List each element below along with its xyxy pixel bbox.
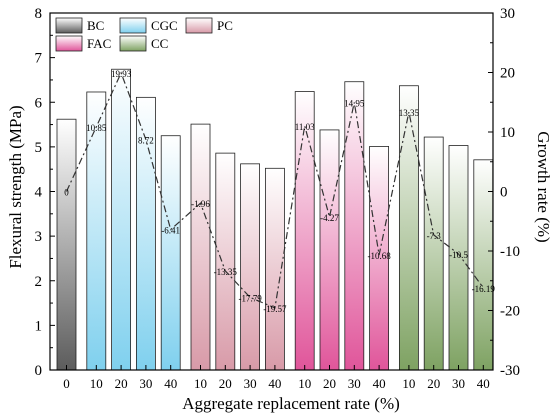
y2-tick-label: -10 <box>500 244 520 260</box>
y2-tick-label: 10 <box>500 125 515 141</box>
x-tick-label: 40 <box>477 376 490 391</box>
bar-bc-0 <box>56 118 77 371</box>
y-tick-label: 7 <box>35 51 43 67</box>
legend-swatch-fac <box>55 35 83 52</box>
growth-label: 11.03 <box>295 122 315 132</box>
x-tick-label: 10 <box>402 376 415 391</box>
bar-cc-10 <box>398 85 419 371</box>
growth-label: -13.35 <box>214 267 238 277</box>
y2-tick-label: 0 <box>500 185 508 201</box>
growth-label: -7.3 <box>427 231 442 241</box>
x-tick-label: 30 <box>452 376 465 391</box>
y2-axis-title: Growth rate (%) <box>534 131 550 242</box>
growth-label: 19.93 <box>111 69 132 79</box>
growth-label: -10.68 <box>367 251 391 261</box>
legend-swatch-cgc <box>119 17 147 34</box>
legend-label-pc: PC <box>217 18 233 33</box>
y-tick-label: 6 <box>35 95 43 111</box>
growth-label: -16.19 <box>472 284 496 294</box>
growth-label: 13.35 <box>399 108 420 118</box>
bar-pc-40 <box>264 167 285 371</box>
bar-cc-20 <box>423 136 444 371</box>
x-tick-label: 20 <box>427 376 440 391</box>
x-tick-label: 30 <box>244 376 257 391</box>
bar-pc-30 <box>240 163 261 371</box>
y2-tick-label: -20 <box>500 304 520 320</box>
y-tick-label: 8 <box>35 6 43 22</box>
x-tick-label: 0 <box>63 376 70 391</box>
x-tick-label: 10 <box>90 376 103 391</box>
y-tick-label: 2 <box>35 274 43 290</box>
growth-label: -6.41 <box>161 226 180 236</box>
legend: BC CGC PC FAC CC <box>55 17 233 52</box>
growth-rate-line <box>65 71 484 309</box>
y-tick-label: 0 <box>35 363 43 379</box>
growth-label: 0 <box>64 188 69 198</box>
bar-fac-20 <box>319 129 340 371</box>
growth-label: 14.95 <box>344 99 365 109</box>
x-tick-label: 20 <box>219 376 232 391</box>
y2-tick-label: 20 <box>500 66 515 82</box>
legend-label-cgc: CGC <box>151 18 178 33</box>
x-tick-label: 30 <box>139 376 152 391</box>
growth-label: 10.85 <box>86 123 107 133</box>
bars-layer <box>56 68 494 371</box>
growth-label: -10.5 <box>449 250 468 260</box>
growth-label: 8.72 <box>138 136 154 146</box>
legend-swatch-cc <box>119 35 147 52</box>
bar-pc-10 <box>190 123 211 371</box>
y-tick-label: 4 <box>35 185 43 201</box>
x-tick-label: 10 <box>298 376 311 391</box>
legend-swatch-bc <box>55 17 83 34</box>
data-labels-layer: 0 10.85 19.93 8.72 -6.41 -1.96 -13.35 -17.79-19… <box>64 69 495 314</box>
legend-swatch-pc <box>185 17 213 34</box>
x-axis-title: Aggregate replacement rate (%) <box>182 394 400 413</box>
bar-cgc-40 <box>160 135 181 371</box>
y2-tick-label: 30 <box>500 6 515 22</box>
x-tick-label: 40 <box>268 376 281 391</box>
y2-tick-label: -30 <box>500 363 520 379</box>
axes-layer: 0 1 2 3 4 5 6 7 8 -30 -20 -10 0 10 20 30 0 10 20 30 40 10 20 30… <box>35 6 521 391</box>
y-tick-label: 3 <box>35 229 43 245</box>
x-tick-label: 20 <box>115 376 128 391</box>
legend-label-fac: FAC <box>87 36 111 51</box>
x-tick-label: 30 <box>348 376 361 391</box>
growth-label: -1.96 <box>191 199 210 209</box>
y-axis-title: Flexural strength (MPa) <box>6 105 25 268</box>
growth-label: -17.79 <box>238 293 262 303</box>
growth-label: -4.27 <box>320 213 339 223</box>
growth-rate-layer <box>65 71 484 309</box>
bar-fac-10 <box>294 91 315 371</box>
growth-label: -19.57 <box>263 304 287 314</box>
x-tick-label: 10 <box>194 376 207 391</box>
bar-cgc-20 <box>111 68 131 371</box>
y-tick-label: 5 <box>35 140 43 156</box>
bar-pc-20 <box>215 152 236 371</box>
x-tick-label: 40 <box>373 376 386 391</box>
bar-cgc-10 <box>86 91 107 371</box>
x-tick-label: 40 <box>164 376 177 391</box>
y-tick-label: 1 <box>35 318 43 334</box>
legend-label-cc: CC <box>151 36 168 51</box>
bar-fac-30 <box>344 81 365 371</box>
legend-label-bc: BC <box>87 18 104 33</box>
x-tick-label: 20 <box>323 376 336 391</box>
